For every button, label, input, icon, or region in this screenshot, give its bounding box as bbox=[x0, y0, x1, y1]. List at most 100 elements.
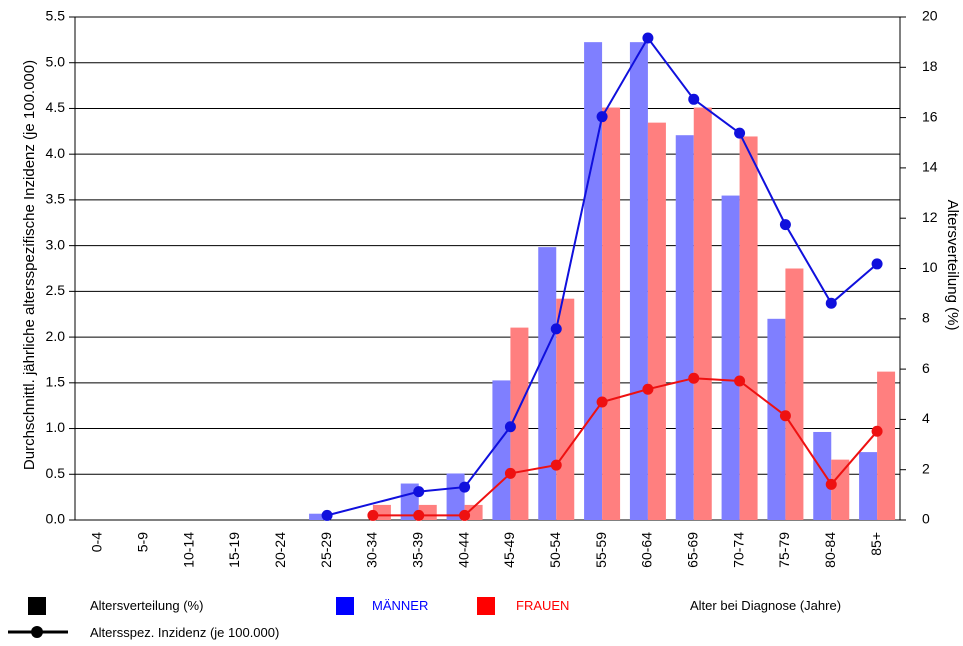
y-right-tick-label: 16 bbox=[922, 108, 938, 124]
bar-men bbox=[629, 42, 648, 521]
point-women bbox=[871, 425, 883, 437]
legend-bar-label: Altersverteilung (%) bbox=[90, 598, 203, 613]
point-women bbox=[596, 396, 608, 408]
point-men bbox=[734, 127, 746, 139]
x-tick-label: 40-44 bbox=[455, 532, 471, 568]
point-women bbox=[367, 509, 379, 521]
x-tick-label: 30-34 bbox=[364, 532, 380, 568]
point-men bbox=[321, 509, 333, 521]
legend-men-swatch bbox=[336, 597, 354, 615]
y-left-tick-label: 3.5 bbox=[46, 191, 66, 207]
point-men bbox=[642, 32, 654, 44]
bar-women bbox=[647, 122, 666, 520]
legend-bar-swatch bbox=[28, 597, 46, 615]
point-men bbox=[413, 486, 425, 498]
point-women bbox=[688, 372, 700, 384]
point-men bbox=[779, 219, 791, 231]
x-tick-label: 60-64 bbox=[639, 532, 655, 568]
point-men bbox=[504, 421, 516, 433]
bar-men bbox=[309, 513, 328, 520]
point-women bbox=[734, 375, 746, 387]
line-series bbox=[321, 32, 883, 521]
y-left-tick-label: 5.5 bbox=[46, 8, 66, 24]
x-tick-label: 70-74 bbox=[730, 532, 746, 568]
axes bbox=[69, 16, 906, 521]
point-women bbox=[825, 478, 837, 490]
x-tick-label: 85+ bbox=[868, 532, 884, 556]
legend-women-label: FRAUEN bbox=[516, 598, 569, 613]
bar-men bbox=[492, 380, 511, 520]
y-left-tick-label: 5.0 bbox=[46, 53, 66, 69]
bar-women bbox=[693, 107, 712, 520]
x-axis-title: Alter bei Diagnose (Jahre) bbox=[690, 598, 841, 613]
legend-women-swatch bbox=[477, 597, 495, 615]
x-tick-label: 35-39 bbox=[409, 532, 425, 568]
point-women bbox=[459, 509, 471, 521]
y-right-tick-label: 18 bbox=[922, 58, 938, 74]
x-tick-label: 0-4 bbox=[89, 532, 105, 552]
bar-women bbox=[877, 371, 896, 520]
bar-women bbox=[739, 136, 758, 520]
y-left-tick-label: 4.0 bbox=[46, 145, 66, 161]
bar-men bbox=[813, 431, 832, 520]
point-men bbox=[550, 323, 562, 335]
bar-men bbox=[675, 135, 694, 520]
y-right-tick-label: 10 bbox=[922, 259, 938, 275]
bar-men bbox=[859, 452, 878, 520]
y-right-tick-label: 14 bbox=[922, 159, 938, 175]
y-left-tick-label: 2.0 bbox=[46, 328, 66, 344]
point-women bbox=[642, 383, 654, 395]
x-tick-label: 80-84 bbox=[822, 532, 838, 568]
line-men bbox=[326, 36, 878, 517]
y-right-axis-title: Altersverteilung (%) bbox=[944, 200, 961, 331]
point-men bbox=[825, 297, 837, 309]
y-left-tick-label: 0.5 bbox=[46, 465, 66, 481]
point-men bbox=[459, 481, 471, 493]
point-women bbox=[504, 467, 516, 479]
x-tick-label: 50-54 bbox=[547, 532, 563, 568]
x-tick-label: 20-24 bbox=[272, 532, 288, 568]
legend-line-marker bbox=[31, 626, 43, 638]
y-left-tick-label: 2.5 bbox=[46, 282, 66, 298]
tick-labels: 0.0 0.5 1.0 1.5 2.0 2.5 3.0 3.5 4.0 4.5 5.0 5.5 0 2 4 6… bbox=[46, 8, 938, 568]
x-tick-label: 5-9 bbox=[134, 532, 150, 552]
legend-line-label: Altersspez. Inzidenz (je 100.000) bbox=[90, 625, 279, 640]
y-left-tick-label: 3.0 bbox=[46, 236, 66, 252]
bar-men bbox=[767, 318, 786, 520]
y-right-tick-label: 8 bbox=[922, 310, 930, 326]
x-tick-label: 25-29 bbox=[318, 532, 334, 568]
y-right-tick-label: 12 bbox=[922, 209, 938, 225]
y-right-tick-label: 6 bbox=[922, 360, 930, 376]
y-left-tick-label: 1.0 bbox=[46, 419, 66, 435]
x-tick-label: 75-79 bbox=[776, 532, 792, 568]
line-women bbox=[372, 377, 878, 517]
bar-women bbox=[785, 268, 804, 520]
y-left-axis-title: Durchschnittl. jährliche altersspezifisc… bbox=[21, 60, 38, 470]
y-left-tick-label: 1.5 bbox=[46, 374, 66, 390]
y-left-tick-label: 0.0 bbox=[46, 511, 66, 527]
point-women bbox=[413, 509, 425, 521]
point-men bbox=[871, 258, 883, 270]
point-women bbox=[550, 459, 562, 471]
x-tick-label: 15-19 bbox=[226, 532, 242, 568]
bar-men bbox=[721, 195, 740, 520]
x-tick-label: 10-14 bbox=[180, 532, 196, 568]
point-men bbox=[596, 111, 608, 123]
legend-men-label: MÄNNER bbox=[372, 598, 428, 613]
y-right-tick-label: 4 bbox=[922, 410, 930, 426]
grid-lines bbox=[75, 16, 900, 521]
bar-women bbox=[831, 459, 850, 520]
y-right-tick-label: 20 bbox=[922, 8, 938, 24]
x-tick-label: 65-69 bbox=[684, 532, 700, 568]
y-right-tick-label: 0 bbox=[922, 511, 930, 527]
y-left-tick-label: 4.5 bbox=[46, 99, 66, 115]
point-men bbox=[688, 93, 700, 105]
bar-men bbox=[538, 247, 557, 520]
point-women bbox=[779, 410, 791, 422]
x-tick-label: 55-59 bbox=[593, 532, 609, 568]
legend: Altersverteilung (%) Altersspez. Inziden… bbox=[8, 597, 841, 640]
bar-women bbox=[602, 107, 621, 520]
y-right-tick-label: 2 bbox=[922, 460, 930, 476]
x-tick-label: 45-49 bbox=[501, 532, 517, 568]
